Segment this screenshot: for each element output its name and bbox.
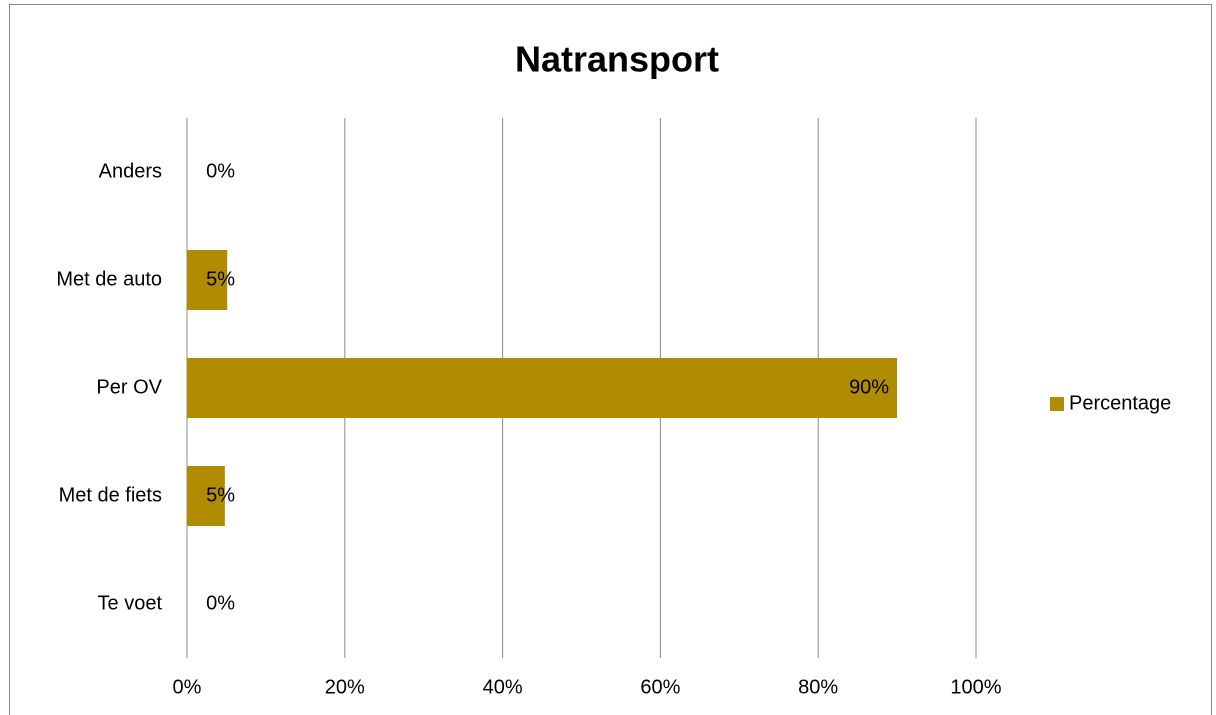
x-tick-label: 60% [640, 676, 680, 698]
x-tick-label: 100% [950, 676, 1001, 698]
bar [187, 466, 225, 526]
x-tick-label: 40% [483, 676, 523, 698]
legend-swatch [1050, 397, 1064, 411]
x-tick-label: 0% [173, 676, 202, 698]
y-tick-label: Te voet [98, 592, 163, 614]
y-tick-label: Per OV [96, 376, 162, 398]
data-label: 0% [206, 160, 235, 182]
legend-label: Percentage [1069, 392, 1171, 414]
y-tick-label: Anders [99, 160, 162, 182]
y-tick-label: Met de auto [56, 268, 162, 290]
data-label: 90% [849, 376, 889, 398]
x-tick-label: 80% [798, 676, 838, 698]
bar [187, 250, 228, 310]
x-tick-label: 20% [325, 676, 365, 698]
data-label: 5% [206, 484, 235, 506]
chart-title: Natransport [515, 39, 719, 80]
bar [187, 358, 898, 418]
y-tick-label: Met de fiets [59, 484, 162, 506]
data-label: 5% [206, 268, 235, 290]
data-label: 0% [206, 592, 235, 614]
